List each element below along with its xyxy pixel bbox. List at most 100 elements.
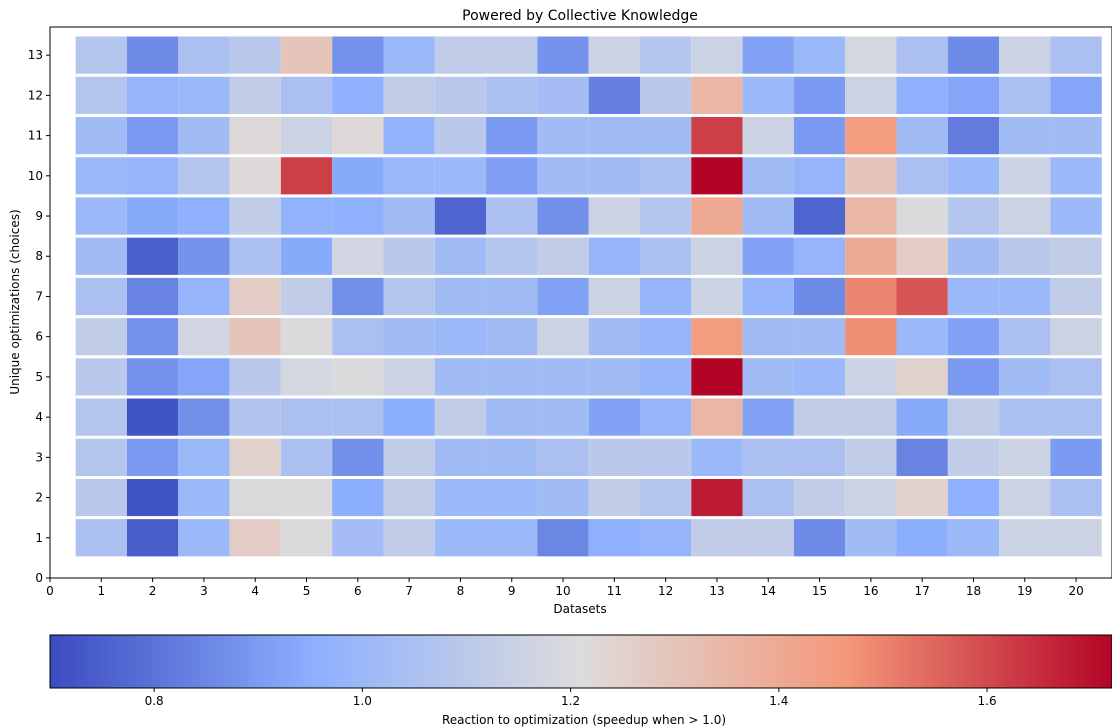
heatmap-cell bbox=[947, 236, 1000, 277]
heatmap-cell bbox=[947, 195, 1000, 237]
heatmap-cell bbox=[434, 236, 487, 277]
heatmap-cell bbox=[75, 356, 127, 398]
heatmap-cell bbox=[126, 477, 179, 518]
heatmap-cell bbox=[793, 517, 846, 558]
heatmap-cells bbox=[75, 35, 1102, 558]
heatmap-cell bbox=[896, 517, 948, 558]
heatmap-cell bbox=[537, 517, 589, 558]
heatmap-cell bbox=[383, 477, 435, 518]
heatmap-cell bbox=[999, 477, 1051, 518]
heatmap-cell bbox=[845, 517, 897, 558]
heatmap-cell bbox=[126, 155, 179, 196]
heatmap-cell bbox=[691, 316, 743, 357]
heatmap-cell bbox=[640, 195, 692, 237]
x-tick-label: 4 bbox=[251, 584, 259, 598]
x-tick-label: 11 bbox=[607, 584, 622, 598]
heatmap-cell bbox=[896, 397, 948, 438]
heatmap-cell bbox=[434, 356, 487, 398]
heatmap-cell bbox=[537, 75, 589, 116]
heatmap-cell bbox=[486, 316, 538, 357]
heatmap-cell bbox=[742, 236, 794, 277]
x-axis: 0 1 2 3 4 5 6 7 8 9 10 11 12 13 14 15 16 17 18 19 20 bbox=[46, 578, 1084, 598]
heatmap-cell bbox=[229, 195, 281, 237]
heatmap-cell bbox=[537, 236, 589, 277]
heatmap-cell bbox=[126, 397, 179, 438]
heatmap-cell bbox=[640, 276, 692, 317]
heatmap-cell bbox=[229, 437, 281, 478]
heatmap-cell bbox=[896, 236, 948, 277]
y-tick-label: 1 bbox=[35, 531, 43, 545]
heatmap-cell bbox=[947, 276, 1000, 317]
heatmap-cell bbox=[332, 195, 384, 237]
heatmap-cell bbox=[793, 115, 846, 156]
heatmap-cell bbox=[537, 115, 589, 156]
y-tick-label: 4 bbox=[35, 410, 43, 424]
heatmap-cell bbox=[845, 75, 897, 116]
heatmap-cell bbox=[793, 397, 846, 438]
heatmap-cell bbox=[742, 316, 794, 357]
heatmap-cell bbox=[691, 356, 743, 398]
heatmap-cell bbox=[486, 477, 538, 518]
heatmap-cell bbox=[126, 75, 179, 116]
heatmap-cell bbox=[999, 517, 1051, 558]
heatmap-cell bbox=[1050, 316, 1102, 357]
heatmap-cell bbox=[126, 35, 179, 76]
heatmap-cell bbox=[75, 517, 127, 558]
heatmap-cell bbox=[486, 155, 538, 196]
heatmap-cell bbox=[742, 276, 794, 317]
heatmap-cell bbox=[1050, 517, 1102, 558]
heatmap-cell bbox=[896, 477, 948, 518]
heatmap-cell bbox=[537, 316, 589, 357]
x-tick-label: 5 bbox=[303, 584, 311, 598]
heatmap-cell bbox=[434, 477, 487, 518]
heatmap-cell bbox=[178, 316, 230, 357]
heatmap-cell bbox=[793, 276, 846, 317]
heatmap-cell bbox=[332, 437, 384, 478]
heatmap-cell bbox=[742, 356, 794, 398]
heatmap-cell bbox=[588, 397, 640, 438]
heatmap-cell bbox=[178, 517, 230, 558]
x-tick-label: 2 bbox=[149, 584, 157, 598]
heatmap-cell bbox=[126, 115, 179, 156]
heatmap-cell bbox=[537, 276, 589, 317]
heatmap-cell bbox=[896, 115, 948, 156]
colorbar-ticks: 0.8 1.0 1.2 1.4 1.6 bbox=[145, 688, 997, 708]
heatmap-cell bbox=[537, 155, 589, 196]
heatmap-cell bbox=[75, 316, 127, 357]
x-tick-label: 12 bbox=[658, 584, 673, 598]
heatmap-cell bbox=[896, 356, 948, 398]
heatmap-cell bbox=[691, 115, 743, 156]
heatmap-cell bbox=[640, 437, 692, 478]
heatmap-cell bbox=[793, 437, 846, 478]
heatmap-cell bbox=[486, 75, 538, 116]
heatmap-cell bbox=[588, 316, 640, 357]
heatmap-cell bbox=[588, 236, 640, 277]
heatmap-cell bbox=[742, 477, 794, 518]
heatmap-cell bbox=[588, 517, 640, 558]
heatmap-cell bbox=[640, 115, 692, 156]
heatmap-cell bbox=[845, 356, 897, 398]
heatmap-cell bbox=[947, 115, 1000, 156]
heatmap-cell bbox=[229, 155, 281, 196]
heatmap-cell bbox=[691, 397, 743, 438]
heatmap-cell bbox=[1050, 195, 1102, 237]
heatmap-cell bbox=[1050, 356, 1102, 398]
heatmap-cell bbox=[896, 316, 948, 357]
heatmap-cell bbox=[1050, 155, 1102, 196]
heatmap-cell bbox=[588, 115, 640, 156]
heatmap-cell bbox=[588, 35, 640, 76]
heatmap-cell bbox=[75, 236, 127, 277]
heatmap-cell bbox=[999, 356, 1051, 398]
heatmap-cell bbox=[793, 477, 846, 518]
heatmap-cell bbox=[486, 236, 538, 277]
y-tick-label: 11 bbox=[28, 129, 43, 143]
heatmap-cell bbox=[691, 75, 743, 116]
heatmap-cell bbox=[999, 195, 1051, 237]
heatmap-cell bbox=[793, 356, 846, 398]
heatmap-cell bbox=[537, 195, 589, 237]
heatmap-cell bbox=[742, 517, 794, 558]
heatmap-cell bbox=[332, 115, 384, 156]
y-tick-label: 6 bbox=[35, 330, 43, 344]
heatmap-cell bbox=[434, 75, 487, 116]
heatmap-cell bbox=[640, 35, 692, 76]
